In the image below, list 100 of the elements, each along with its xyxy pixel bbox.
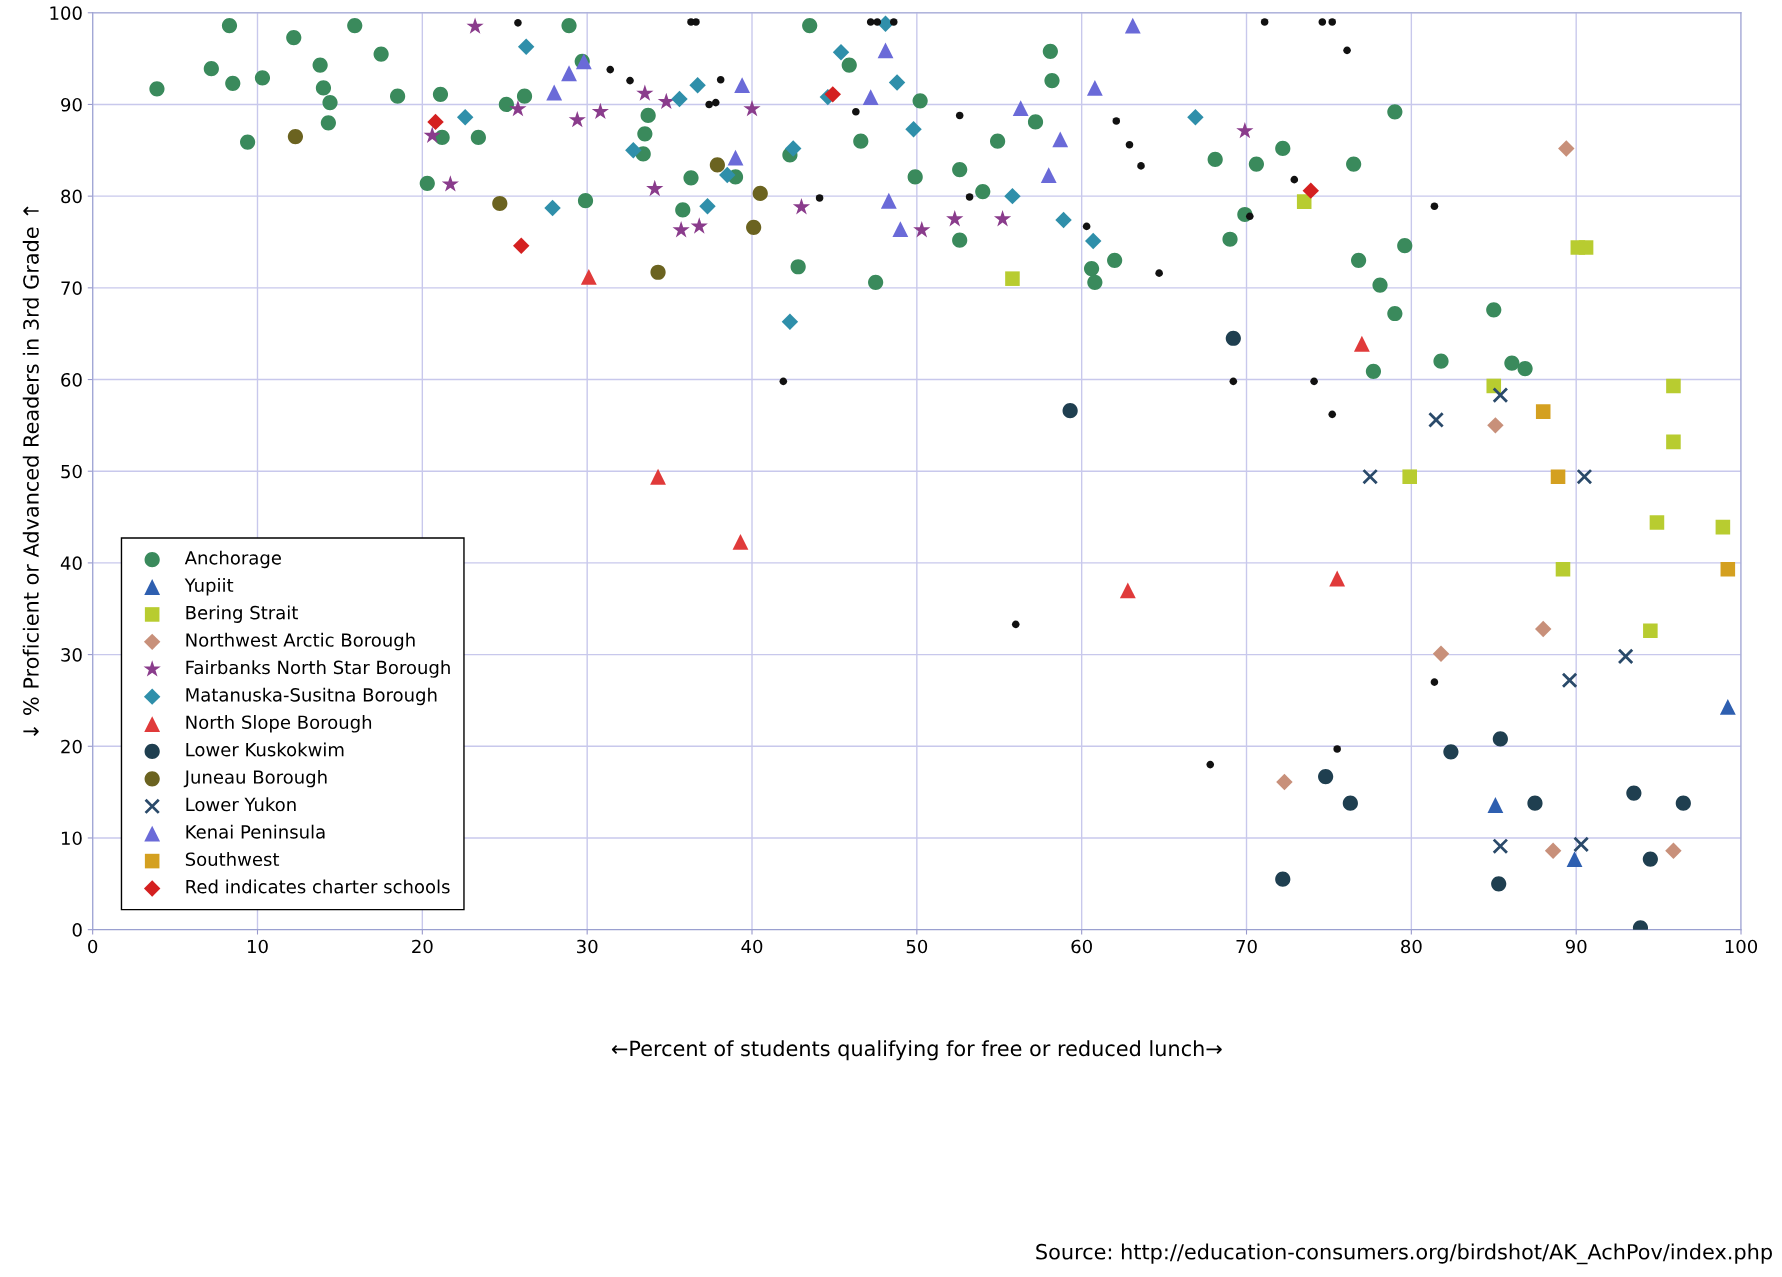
legend-label: Bering Strait <box>186 605 298 623</box>
y-tick-label: 80 <box>61 189 82 204</box>
point <box>1428 411 1445 428</box>
y-tick-label: 90 <box>61 97 82 112</box>
y-tick-label: 10 <box>61 831 82 846</box>
y-tick-label: 20 <box>61 739 82 754</box>
point <box>606 65 615 74</box>
point <box>1302 182 1320 199</box>
y-tick-label: 70 <box>61 281 82 295</box>
point <box>1124 17 1141 34</box>
legend-label: Matanuska-Susitna Borough <box>186 687 437 706</box>
point <box>1558 140 1575 157</box>
legend-label: Fairbanks North Star Borough <box>186 660 450 678</box>
point <box>862 89 879 106</box>
point <box>546 84 563 101</box>
point <box>889 18 898 26</box>
point <box>1666 434 1681 450</box>
point <box>888 74 906 91</box>
point <box>1229 377 1238 386</box>
point <box>1578 240 1594 255</box>
point <box>1492 731 1508 747</box>
x-tick-label: 40 <box>741 939 763 954</box>
legend-label: Red indicates charter schools <box>186 879 450 894</box>
point <box>1040 167 1057 183</box>
point <box>1432 645 1450 662</box>
point <box>1535 404 1551 419</box>
point <box>1187 109 1204 126</box>
point <box>1086 80 1103 96</box>
point <box>1290 175 1299 184</box>
point <box>1573 836 1590 853</box>
legend-label: Lower Kuskokwim <box>186 742 344 757</box>
point <box>441 175 459 192</box>
point <box>1296 194 1312 209</box>
point <box>689 76 706 94</box>
point <box>456 109 474 126</box>
point <box>427 113 444 131</box>
point <box>626 76 634 85</box>
point <box>1328 18 1337 26</box>
point <box>732 533 749 550</box>
point <box>1137 162 1145 170</box>
point <box>568 110 586 128</box>
point <box>1430 678 1439 686</box>
point <box>1328 410 1337 419</box>
point <box>716 75 725 84</box>
point <box>690 217 708 234</box>
point <box>1342 795 1358 811</box>
legend-label: North Slope Borough <box>186 715 372 733</box>
point <box>955 111 964 120</box>
x-tick-label: 30 <box>577 939 598 954</box>
point <box>1576 468 1593 485</box>
source-note: Source: http://education-consumers.org/birdshot/AK_AchPov/index.php <box>1036 1243 1772 1265</box>
point <box>1486 378 1502 394</box>
point <box>646 179 664 197</box>
x-tick-label: 0 <box>88 939 98 954</box>
point <box>1675 795 1691 811</box>
point <box>1626 785 1642 801</box>
legend-label: Anchorage <box>184 550 281 569</box>
legend-label: Lower Yukon <box>186 797 296 812</box>
point <box>699 198 716 215</box>
point <box>650 264 666 280</box>
y-tick-label: 30 <box>61 648 82 662</box>
point <box>1491 876 1507 892</box>
point <box>1246 212 1254 221</box>
legend-label: Kenai Peninsula <box>186 824 325 839</box>
point <box>1085 232 1102 250</box>
point <box>1544 842 1562 860</box>
x-tick-label: 70 <box>1236 939 1257 954</box>
point <box>792 198 811 215</box>
y-tick-label: 0 <box>72 923 82 937</box>
point <box>287 128 304 145</box>
point <box>719 166 736 184</box>
point <box>1055 211 1072 229</box>
point <box>1005 271 1020 286</box>
x-tick-label: 100 <box>1725 939 1758 954</box>
point <box>1012 100 1029 117</box>
x-tick-label: 10 <box>247 939 268 954</box>
legend-label: Northwest Arctic Borough <box>186 632 415 651</box>
point <box>1310 377 1318 386</box>
point <box>692 18 700 26</box>
legend-label: Yupiit <box>184 578 234 596</box>
point <box>815 194 824 202</box>
point <box>781 313 799 330</box>
point <box>492 195 508 212</box>
point <box>1643 623 1658 639</box>
point <box>1649 515 1665 530</box>
point <box>1492 838 1509 855</box>
point <box>866 18 875 26</box>
point <box>779 377 788 386</box>
point <box>1011 620 1020 629</box>
x-tick-label: 90 <box>1565 939 1587 954</box>
point <box>1561 672 1578 689</box>
point <box>1082 222 1091 231</box>
point <box>1715 519 1731 535</box>
point <box>1402 469 1417 484</box>
point <box>1642 851 1658 867</box>
point <box>1720 562 1736 577</box>
point <box>517 38 535 55</box>
point <box>785 140 802 157</box>
point <box>734 77 751 94</box>
y-tick-label: 100 <box>50 6 82 20</box>
